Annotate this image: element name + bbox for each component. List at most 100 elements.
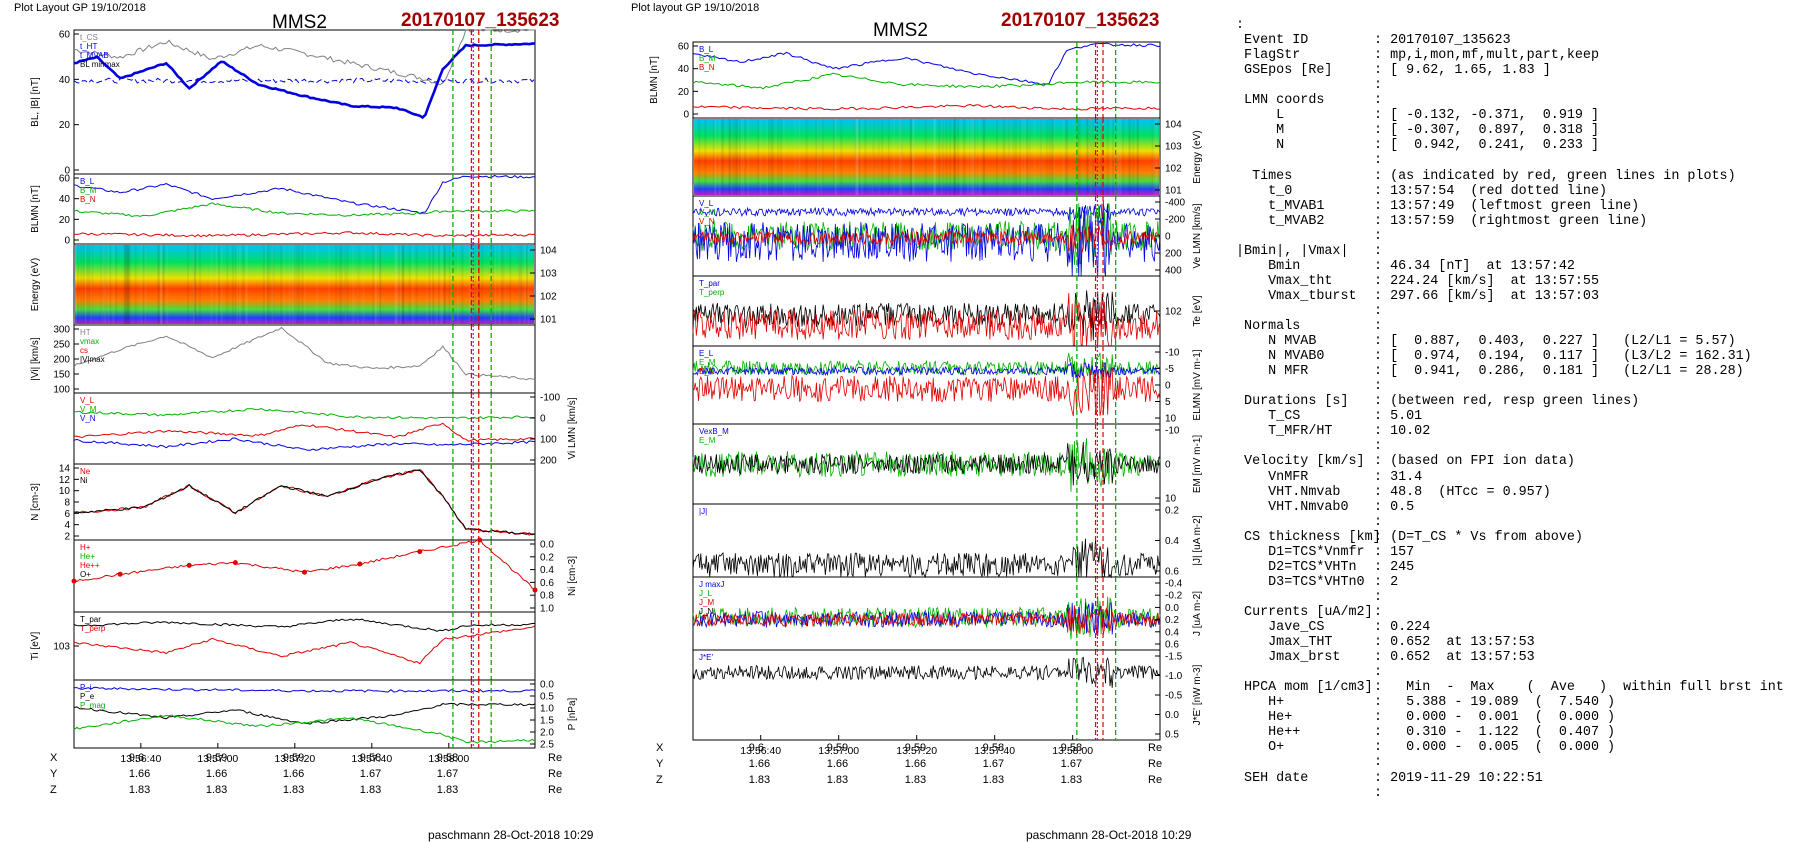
series-vn [73,437,536,451]
info-key: D2=TCS*VHTn [1236,559,1357,575]
orbit-value: 9.58 [359,752,382,764]
info-key: Velocity [km/s] [1236,454,1365,470]
info-value: : [1374,755,1383,771]
y-tick-label: 0 [1165,460,1171,471]
legend-entry: B_M [699,54,716,63]
orbit-value: 1.67 [359,768,382,780]
y-axis-label: |J| [uA m-2] [1192,515,1203,565]
series-em [692,363,1161,417]
info-key: Durations [s] [1236,394,1349,410]
mid-Ee-panel: 104 103 102 101 Energy (eV) [692,117,1203,197]
data-point [357,561,363,567]
series-pi [73,686,536,693]
legend-entry: O+ [80,570,91,579]
y-axis-label: ELMN [mV m-1] [1192,349,1203,420]
info-value: : [1374,439,1383,455]
info-value: : 0.652 at 13:57:53 [1374,650,1535,666]
series-vi [73,326,536,381]
mid-EM-panel: -10 0 10 EM [mV m-1] VexB_ME_M [692,423,1203,505]
y-tick-label: 0 [64,166,70,177]
orbit-value: 1.66 [282,768,305,780]
orbit-unit: Re [548,752,563,764]
orbit-value: 1.83 [436,784,459,796]
y-tick-label: 0.6 [1165,567,1179,578]
data-point [117,571,123,577]
legend-entry: P_e [80,692,95,701]
data-point [302,569,307,575]
orbit-row-label: Z [50,784,57,796]
x-tick-label: 13:57:20 [896,745,937,757]
orbit-unit: Re [1148,742,1163,754]
y-tick-label: 0 [540,414,546,425]
info-value: : 5.01 [1374,409,1423,425]
orbit-value: 1.83 [826,774,849,786]
legend-entry: T_perp [699,288,725,297]
legend-entry: P_mag [80,701,105,710]
left-P-panel: 0.00.51.01.52.02.5 P [nPa] P_iP_eP_mag [73,679,578,751]
x-tick-label: 13:57:20 [274,753,315,765]
mid-JE-frame [692,649,1161,741]
y-axis-label: Ve LMN [km/s] [1192,203,1203,268]
y-tick-label: 20 [59,120,71,131]
series-bn [692,103,1161,111]
x-tick-label: 13:57:00 [197,753,238,765]
info-value: : 0.000 - 0.001 ( 0.000 ) [1374,710,1616,726]
mid-J-panel: 0.2 0.4 0.6 |J| [uA m-2] |J| [692,503,1203,579]
y-tick-label: 10 [1165,494,1177,505]
orbit-row-label: Z [656,774,663,786]
legend-entry: J*E' [699,653,713,662]
y-tick-label: 2.5 [540,740,554,751]
info-value: : [ 0.942, 0.241, 0.233 ] [1374,138,1599,154]
info-value: : [ -0.307, 0.897, 0.318 ] [1374,123,1599,139]
y-tick-label: 0 [683,110,689,121]
orbit-value: 1.83 [359,784,382,796]
info-value: : 224.24 [km/s] at 13:57:55 [1374,273,1599,289]
mid-J-frame [692,503,1161,578]
info-key: Vmax_tburst [1236,288,1357,304]
info-key: N MVAB0 [1236,349,1325,365]
series-vm [692,203,1161,268]
y-tick-label: 100 [53,385,70,396]
orbit-value: 1.83 [904,774,927,786]
y-tick-label: 101 [540,315,557,326]
y-tick-label: 40 [59,75,71,86]
info-key: t_0 [1236,183,1293,199]
info-value: : [1374,319,1383,334]
mid-VeLMN-panel: -400 -200 0 200 400 Ve LMN [km/s] V_LV_MV_N [692,195,1203,277]
series-en [692,362,1161,381]
orbit-value: 9.58 [436,752,459,764]
series-bl [73,42,536,120]
orbit-unit: Re [1148,774,1163,786]
legend-entry: V_M [699,208,716,217]
info-value: : [1374,514,1383,530]
series-vn [692,200,1161,277]
legend-entry: |V|max [80,355,105,364]
series-bl [73,174,536,215]
y-axis-label: Energy (eV) [30,258,41,311]
y-axis-label: BLMN [nT] [30,185,41,233]
legend-entry: T_par [80,615,101,624]
orbit-value: 1.83 [128,784,151,796]
info-key: FlagStr [1236,48,1301,64]
y-tick-label: 103 [1165,142,1182,153]
legend-entry: B_L [699,45,714,54]
y-tick-label: 200 [540,456,557,467]
info-value: : [ 0.974, 0.194, 0.117 ] (L3/L2 = 162.3… [1374,349,1752,365]
y-tick-label: -0.4 [1165,579,1183,590]
legend-entry: vmax [80,337,99,346]
middle-orbit-table: X 9.6 9.59 9.59 9.58 9.58 Re Y 1.66 1.66 1.66 1.67 1… [0,742,1230,802]
legend-entry: Ni [80,476,88,485]
info-key: Currents [uA/m2] [1236,604,1373,620]
y-tick-label: 103 [53,642,70,653]
info-value: : 46.34 [nT] at 13:57:42 [1374,258,1575,274]
y-tick-label: 40 [59,194,71,205]
info-value: : [1374,604,1383,620]
info-value: : 13:57:54 (red dotted line) [1374,183,1608,199]
y-axis-label: Energy (eV) [1192,130,1203,183]
y-tick-label: 0.4 [1165,627,1179,638]
info-value: : [1374,785,1383,801]
y-tick-label: 0 [64,236,70,247]
info-key: GSEpos [Re] [1236,63,1333,79]
orbit-value: 1.66 [826,758,849,770]
y-tick-label: 300 [53,325,70,336]
